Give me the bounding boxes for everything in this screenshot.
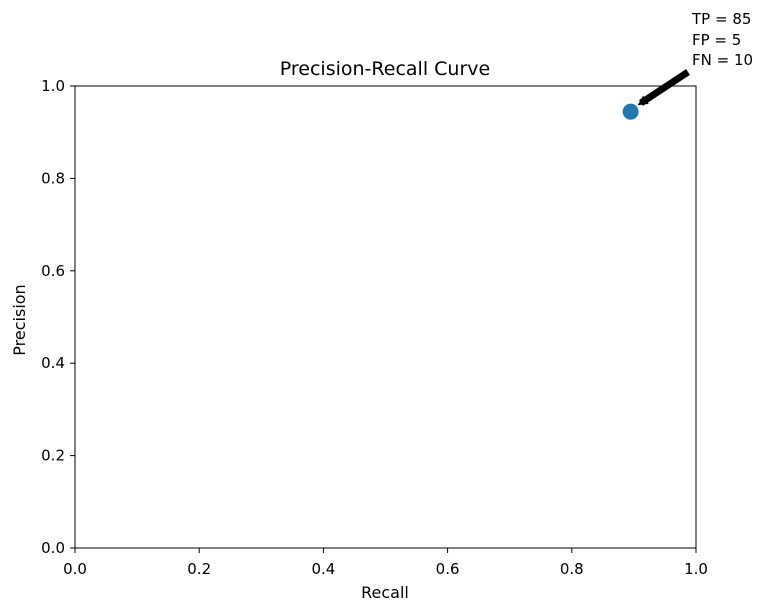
y-tick-label: 0.4 bbox=[41, 354, 65, 372]
plot-area-frame bbox=[74, 85, 697, 549]
annotation-arrow bbox=[637, 69, 690, 106]
x-tick-label: 0.2 bbox=[187, 560, 211, 578]
data-point bbox=[622, 103, 639, 120]
x-tick-label: 0.8 bbox=[560, 560, 584, 578]
annotation-line-fp: FP = 5 bbox=[692, 31, 741, 49]
x-tick-label: 1.0 bbox=[684, 560, 708, 578]
y-tick-label: 0.2 bbox=[41, 447, 65, 465]
annotation-text-block: TP = 85 FP = 5 FN = 10 bbox=[691, 10, 753, 69]
y-tick-label: 0.6 bbox=[41, 262, 65, 280]
x-axis-label: Recall bbox=[361, 583, 409, 602]
y-tick-label: 0.8 bbox=[41, 169, 65, 187]
y-tick-label: 0.0 bbox=[41, 539, 65, 557]
chart-title: Precision-Recall Curve bbox=[280, 58, 490, 80]
x-tick-label: 0.4 bbox=[311, 560, 335, 578]
y-tick-label: 1.0 bbox=[41, 77, 65, 95]
annotation-line-fn: FN = 10 bbox=[692, 51, 753, 69]
x-tick-label: 0.0 bbox=[63, 560, 87, 578]
annotation-line-tp: TP = 85 bbox=[691, 10, 751, 28]
x-axis-ticks: 0.0 0.2 0.4 0.6 0.8 1.0 bbox=[63, 548, 708, 578]
data-points bbox=[622, 103, 639, 120]
y-axis-label: Precision bbox=[10, 284, 29, 355]
x-tick-label: 0.6 bbox=[436, 560, 460, 578]
y-axis-ticks: 0.0 0.2 0.4 0.6 0.8 1.0 bbox=[41, 77, 75, 557]
